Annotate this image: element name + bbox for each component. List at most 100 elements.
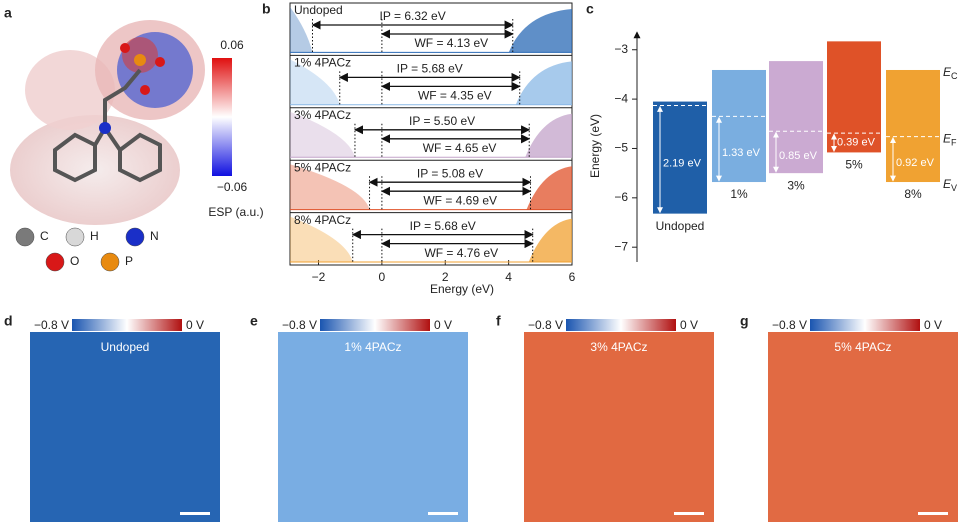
colorbar-max: 0 V (186, 318, 204, 332)
ip-label: IP = 5.68 eV (410, 219, 476, 233)
map-colorbar (810, 319, 920, 331)
atom-label: H (90, 229, 99, 243)
level-symbol: E (943, 177, 952, 191)
wf-label: WF = 4.65 eV (423, 141, 497, 155)
atom-label: N (150, 229, 159, 243)
bar-name: 8% (904, 187, 922, 201)
map-texture (524, 332, 714, 522)
map-colorbar (566, 319, 676, 331)
panel-label: f (496, 313, 501, 329)
scale-bar (674, 512, 704, 515)
potential-map (30, 332, 220, 522)
colorbar-min: −0.8 V (282, 318, 317, 332)
x-axis-label: Energy (eV) (430, 282, 494, 296)
level-label: EV (943, 177, 957, 193)
ip-label: IP = 6.32 eV (380, 9, 446, 23)
spectrum-left (290, 164, 370, 210)
level-symbol: E (943, 65, 952, 79)
panel-label: a (4, 5, 12, 21)
bar-name: 5% (845, 158, 863, 172)
scale-bar (180, 512, 210, 515)
gap-label: 1.33 eV (722, 147, 761, 159)
spectrum-left (290, 216, 353, 262)
map-label: 1% 4PACz (344, 340, 401, 354)
colorbar-min: −0.8 V (34, 318, 69, 332)
map-colorbar (72, 319, 182, 331)
spectrum-right (508, 9, 572, 53)
atom-swatch (45, 252, 65, 272)
level-label: EF (943, 132, 957, 148)
row-label: 3% 4PACz (294, 108, 351, 122)
wf-label: WF = 4.76 eV (424, 246, 498, 260)
atom-swatch (65, 227, 85, 247)
wf-label: WF = 4.13 eV (414, 36, 488, 50)
map-label: 5% 4PACz (834, 340, 891, 354)
y-tick-label: −4 (614, 91, 628, 105)
ip-label: IP = 5.68 eV (397, 62, 463, 76)
map-texture (278, 332, 468, 522)
colorbar-max: 0.06 (220, 38, 244, 52)
bar-name: Undoped (656, 219, 705, 233)
ip-label: IP = 5.08 eV (417, 166, 483, 180)
x-tick-label: 4 (505, 270, 512, 284)
map-label: Undoped (101, 340, 150, 354)
atom-label: P (125, 254, 133, 268)
map-colorbar (320, 319, 430, 331)
gap-label: 0.39 eV (837, 137, 876, 149)
y-tick-label: −3 (614, 42, 628, 56)
y-tick-label: −6 (614, 190, 628, 204)
panel-label: c (586, 1, 594, 17)
potential-map (278, 332, 468, 522)
atom-swatch (125, 227, 145, 247)
colorbar-max: 0 V (680, 318, 698, 332)
band-bar (712, 69, 766, 183)
gap-label: 0.85 eV (779, 150, 818, 162)
x-tick-label: −2 (312, 270, 326, 284)
scale-bar (428, 512, 458, 515)
panel-label: e (250, 313, 258, 329)
level-subscript: V (951, 183, 957, 193)
row-label: 1% 4PACz (294, 56, 351, 70)
atom-swatch (15, 227, 35, 247)
potential-map (768, 332, 958, 522)
colorbar-max: 0 V (924, 318, 942, 332)
level-label: EC (943, 65, 958, 81)
esp-colorbar (212, 58, 232, 176)
map-texture (30, 332, 220, 522)
spectrum-left (290, 7, 313, 53)
x-tick-label: 6 (569, 270, 576, 284)
panel-label: b (262, 1, 271, 17)
row-label: 5% 4PACz (294, 160, 351, 174)
row-label: Undoped (294, 3, 343, 17)
gap-label: 0.92 eV (896, 157, 935, 169)
spectrum-right (526, 166, 572, 210)
colorbar-min: −0.8 V (772, 318, 807, 332)
molecule (10, 20, 205, 225)
x-tick-label: 0 (379, 270, 386, 284)
spectrum-right (528, 218, 572, 262)
colorbar-min: −0.8 V (528, 318, 563, 332)
atom-swatch (100, 252, 120, 272)
colorbar-min: −0.06 (217, 180, 248, 194)
y-axis-label: Energy (eV) (588, 114, 602, 178)
row-label: 8% 4PACz (294, 213, 351, 227)
level-subscript: F (951, 138, 957, 148)
atom-label: O (70, 254, 79, 268)
x-tick-label: 2 (442, 270, 449, 284)
level-symbol: E (943, 132, 952, 146)
wf-label: WF = 4.69 eV (423, 193, 497, 207)
level-subscript: C (951, 71, 958, 81)
panel-label: d (4, 313, 13, 329)
atom-label: C (40, 229, 49, 243)
y-tick-label: −7 (614, 239, 628, 253)
panel-label: g (740, 313, 749, 329)
y-tick-label: −5 (614, 141, 628, 155)
wf-label: WF = 4.35 eV (418, 89, 492, 103)
spectrum-left (290, 111, 355, 158)
spectrum-right (515, 61, 572, 105)
scale-bar (918, 512, 948, 515)
spectrum-right (525, 113, 572, 158)
bar-name: 3% (787, 178, 805, 192)
spectrum-left (290, 59, 340, 105)
